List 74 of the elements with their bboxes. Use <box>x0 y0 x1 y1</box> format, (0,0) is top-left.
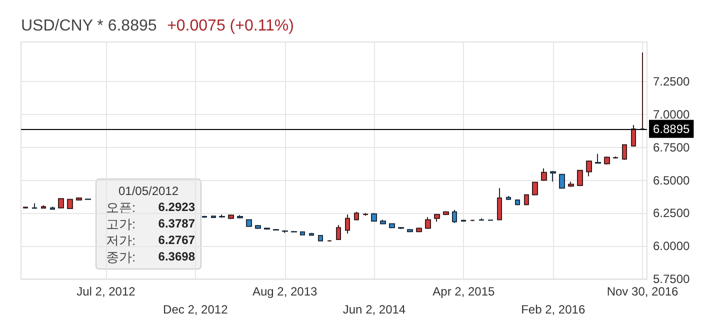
candlestick <box>577 170 583 187</box>
chart-subtitle: +0.0075 (+0.11%) <box>167 18 294 34</box>
candlestick <box>443 210 449 216</box>
candlestick <box>67 198 73 210</box>
candlestick <box>425 216 431 230</box>
candlestick <box>559 174 565 190</box>
candlestick <box>219 214 225 218</box>
candlestick <box>211 215 216 218</box>
candlestick <box>622 144 627 160</box>
y-tick-label: 6.7500 <box>653 140 690 154</box>
y-tick-label: 6.5000 <box>653 173 690 188</box>
candlestick <box>568 181 574 188</box>
y-tick-label: 7.0000 <box>653 107 690 122</box>
candlestick <box>416 227 422 233</box>
x-tick-label: Feb 2, 2016 <box>521 302 586 316</box>
candlestick <box>595 153 601 164</box>
candlestick <box>452 209 457 224</box>
candlestick <box>497 188 502 220</box>
candlestick <box>371 212 377 222</box>
candlestick <box>282 230 288 234</box>
candlestick <box>228 214 234 220</box>
candlestick <box>363 212 368 216</box>
annotation: 6.2767 <box>158 233 196 247</box>
y-tick-label: 7.2500 <box>653 74 690 88</box>
y-tick-label: 6.0000 <box>653 239 690 254</box>
candlestick <box>524 194 529 206</box>
annotation: 6.2923 <box>158 200 196 214</box>
candlestick <box>407 228 413 233</box>
candlestick <box>246 219 252 227</box>
candlestick <box>434 213 440 222</box>
candlestick <box>237 214 243 219</box>
y-tick-label: 5.7500 <box>653 272 690 286</box>
candlestick <box>541 168 547 182</box>
candlestick <box>291 230 297 233</box>
candlestick <box>389 223 395 229</box>
annotation: 종가: <box>106 250 136 264</box>
candlestick <box>398 226 404 230</box>
candlestick <box>58 198 64 210</box>
x-tick-label: Jul 2, 2012 <box>76 284 136 298</box>
annotation: 01/05/2012 <box>118 184 179 198</box>
candlestick <box>41 204 46 210</box>
annotation: 6.3698 <box>158 250 196 264</box>
x-tick-label: Aug 2, 2013 <box>252 284 318 298</box>
x-tick-label: Nov 30, 2016 <box>606 284 679 298</box>
candlestick <box>32 202 37 210</box>
candlestick <box>506 196 511 200</box>
x-tick-label: Jun 2, 2014 <box>342 302 406 316</box>
candlestick <box>470 219 475 222</box>
annotation: 6.3787 <box>158 216 196 230</box>
candlestick <box>345 214 350 234</box>
candlestick <box>640 52 645 130</box>
candlestick <box>515 198 520 206</box>
candlestick <box>550 170 556 182</box>
candlestick <box>354 211 359 221</box>
candlestick <box>309 232 314 236</box>
candlestick <box>380 219 386 225</box>
candlestick <box>273 228 279 231</box>
candlestick <box>300 231 305 236</box>
x-tick-label: Dec 2, 2012 <box>163 302 228 316</box>
candlestick <box>604 156 610 165</box>
chart-title: USD/CNY * 6.8895 <box>21 18 157 34</box>
candlestick <box>76 196 82 201</box>
candlestick <box>318 234 323 242</box>
y-tick-label: 6.2500 <box>653 206 690 220</box>
candlestick <box>532 182 538 196</box>
candlestick <box>255 224 261 230</box>
x-tick-label: Apr 2, 2015 <box>432 284 496 298</box>
candlestick <box>631 124 636 148</box>
candlestick <box>586 160 592 177</box>
annotation: 고가: <box>106 216 136 232</box>
annotation: 저가: <box>106 233 136 248</box>
ref-line-label: 6.8895 <box>653 122 690 136</box>
candlestick <box>336 224 341 240</box>
candlestick <box>264 227 270 230</box>
